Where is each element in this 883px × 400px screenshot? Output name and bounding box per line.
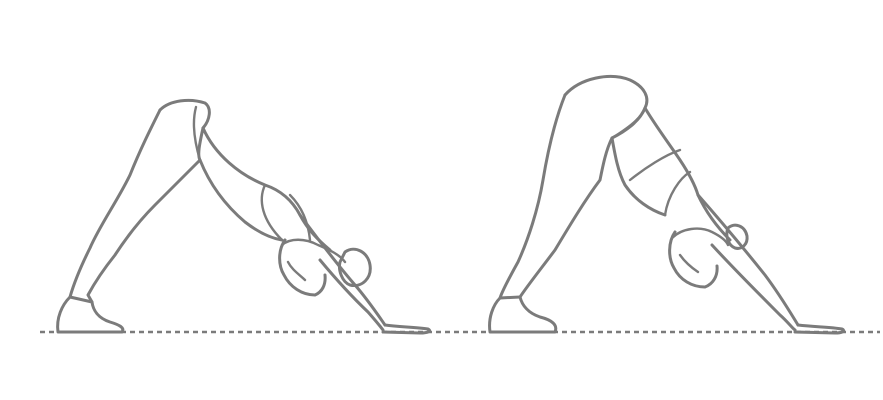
right-figure-hand: [793, 323, 846, 335]
right-figure-waistband: [610, 106, 647, 140]
right-figure-top: [628, 148, 692, 217]
right-figure-front-leg: [498, 93, 567, 300]
left-figure-hair-bun: [338, 247, 372, 288]
right-figure-back: [643, 106, 732, 242]
right-figure-head: [668, 230, 719, 289]
right-figure-foot: [488, 295, 558, 334]
left-figure-head: [278, 238, 327, 297]
right-figure-belly: [610, 136, 667, 217]
right-figure-hair: [670, 227, 730, 274]
left-figure-hair: [280, 238, 347, 282]
right-figure-arm: [696, 193, 800, 332]
left-figure: [56, 98, 432, 335]
left-figure-front-leg: [68, 108, 162, 299]
left-figure-foot: [56, 295, 125, 334]
right-figure: [488, 75, 846, 335]
left-figure-hand: [381, 323, 432, 335]
left-figure-belly: [198, 158, 284, 242]
left-figure-waistband: [192, 105, 202, 162]
right-figure-hair-bun: [725, 223, 749, 250]
left-figure-top: [260, 183, 312, 242]
left-figure-arm: [298, 213, 387, 332]
